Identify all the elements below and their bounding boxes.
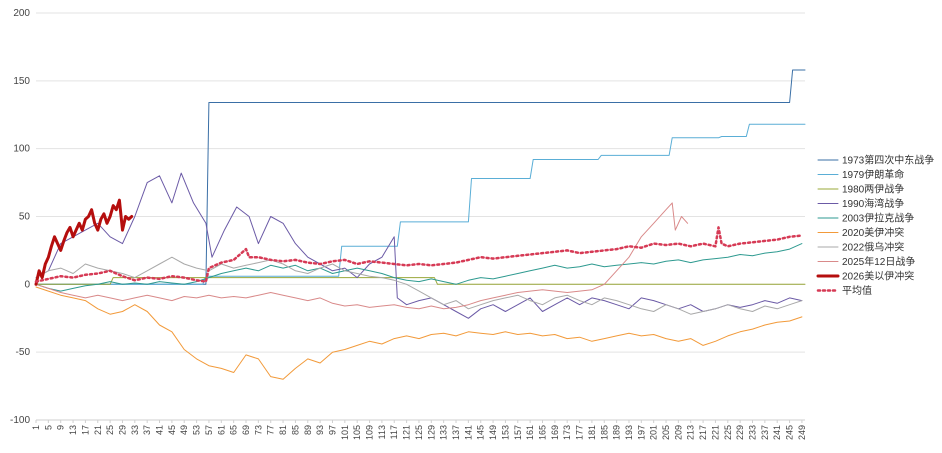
x-tick-label: 53	[192, 425, 202, 435]
x-tick-label: 229	[735, 425, 745, 440]
x-tick-label: 41	[155, 425, 165, 435]
legend-label-5: 2020美伊冲突	[842, 226, 904, 239]
x-tick-label: 109	[365, 425, 375, 440]
x-tick-label: 209	[673, 425, 683, 440]
y-tick-label: -50	[16, 347, 31, 358]
x-tick-label: 17	[80, 425, 90, 435]
series-line-6	[35, 256, 803, 315]
y-axis: -100 -50 0 50 100 150 200	[10, 8, 30, 426]
x-tick-label: 237	[760, 425, 770, 440]
x-tick-label: 189	[612, 425, 622, 440]
x-tick-label: 221	[710, 425, 720, 440]
x-tick-label: 165	[537, 425, 547, 440]
x-tick-label: 25	[105, 425, 115, 435]
x-tick-label: 1	[31, 425, 41, 430]
x-tick-label: 249	[797, 425, 807, 440]
x-tick-label: 217	[698, 425, 708, 440]
series-line-4	[35, 243, 803, 292]
y-tick-label: 150	[13, 76, 30, 87]
x-tick-label: 153	[500, 425, 510, 440]
x-tick-label: 185	[599, 425, 609, 440]
legend-label-0: 1973第四次中东战争	[842, 154, 934, 167]
x-tick-label: 117	[389, 425, 399, 439]
x-axis: 1 5 9 13 17 21 25 29 33 37 41 45 49 53 57 61 65 69 73 77 81 8…	[31, 419, 807, 440]
legend-label-1: 1979伊朗革命	[842, 168, 904, 181]
x-tick-label: 149	[488, 425, 498, 440]
x-tick-label: 113	[377, 425, 387, 439]
x-tick-label: 81	[278, 425, 288, 435]
y-tick-label: 0	[24, 279, 30, 290]
x-tick-label: 193	[624, 425, 634, 440]
x-tick-label: 101	[340, 425, 350, 440]
x-tick-label: 129	[426, 425, 436, 440]
x-tick-label: 121	[402, 425, 412, 440]
x-tick-label: 61	[216, 425, 226, 435]
x-tick-label: 29	[117, 425, 127, 435]
x-tick-label: 233	[747, 425, 757, 440]
x-tick-label: 33	[130, 425, 140, 435]
series-lines	[34, 69, 806, 380]
y-tick-label: 100	[13, 144, 30, 155]
series-line-5	[35, 286, 803, 380]
legend-label-7: 2025年12日战争	[842, 255, 915, 268]
x-tick-label: 69	[241, 425, 251, 435]
x-tick-label: 169	[550, 425, 560, 440]
legend-label-9: 平均值	[842, 284, 872, 297]
x-tick-label: 73	[253, 425, 263, 435]
x-tick-label: 173	[562, 425, 572, 440]
legend-label-2: 1980两伊战争	[842, 183, 904, 196]
y-tick-label: 50	[19, 212, 31, 223]
x-tick-label: 197	[636, 425, 646, 440]
series-line-8	[34, 198, 134, 286]
x-tick-label: 105	[352, 425, 362, 440]
x-tick-label: 205	[661, 425, 671, 440]
x-tick-label: 5	[43, 425, 53, 430]
legend-label-8: 2026美以伊冲突	[842, 270, 914, 283]
x-tick-label: 89	[303, 425, 313, 435]
legend-label-4: 2003伊拉克战争	[842, 212, 914, 225]
x-tick-label: 137	[451, 425, 461, 440]
series-line-0	[35, 69, 806, 285]
grid-lines	[36, 12, 805, 421]
legend-label-3: 1990海湾战争	[842, 197, 904, 210]
x-tick-label: 77	[266, 425, 276, 435]
x-tick-label: 177	[575, 425, 585, 440]
x-tick-label: 37	[142, 425, 152, 435]
x-tick-label: 13	[68, 425, 78, 435]
x-tick-label: 181	[587, 425, 597, 440]
x-tick-label: 245	[785, 425, 795, 440]
x-tick-label: 157	[513, 425, 523, 440]
x-tick-label: 241	[772, 425, 782, 440]
x-tick-label: 21	[93, 425, 103, 435]
x-tick-label: 201	[649, 425, 659, 440]
x-tick-label: 225	[723, 425, 733, 440]
series-line-1	[35, 123, 806, 285]
x-tick-label: 57	[204, 425, 214, 435]
x-tick-label: 49	[179, 425, 189, 435]
y-tick-label: -100	[10, 415, 30, 426]
x-tick-label: 213	[686, 425, 696, 440]
y-tick-label: 200	[13, 8, 30, 19]
x-tick-label: 125	[414, 425, 424, 440]
x-tick-label: 45	[167, 425, 177, 435]
x-tick-label: 141	[463, 425, 473, 440]
x-tick-label: 133	[439, 425, 449, 440]
x-tick-label: 97	[327, 425, 337, 435]
series-line-9	[34, 226, 804, 283]
x-tick-label: 161	[525, 425, 535, 440]
x-tick-label: 93	[315, 425, 325, 435]
x-tick-label: 9	[56, 425, 66, 430]
legend-label-6: 2022俄乌冲突	[842, 241, 904, 254]
x-tick-label: 65	[229, 425, 239, 435]
x-tick-label: 85	[290, 425, 300, 435]
x-tick-label: 145	[476, 425, 486, 440]
series-line-7	[35, 202, 689, 310]
